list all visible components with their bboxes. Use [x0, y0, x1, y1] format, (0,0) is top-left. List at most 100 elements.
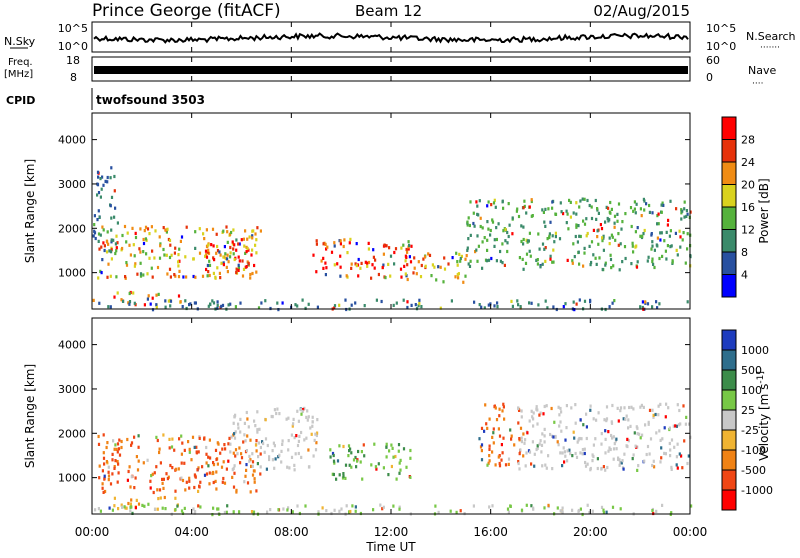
colorbar-tick-label: 500 — [741, 364, 762, 377]
range-cell — [620, 227, 623, 231]
x-tick-label: 12:00 — [374, 525, 409, 539]
range-cell — [669, 448, 672, 452]
range-cell — [680, 217, 683, 221]
range-cell — [604, 220, 607, 224]
range-cell — [259, 465, 262, 469]
range-cell — [405, 465, 408, 469]
range-cell — [273, 408, 276, 412]
range-cell — [553, 420, 556, 424]
range-cell — [372, 255, 375, 259]
range-cell — [255, 439, 258, 443]
range-cell — [214, 448, 218, 452]
range-cell — [486, 248, 489, 252]
range-cell — [144, 225, 148, 229]
range-cell — [216, 244, 219, 249]
range-cell — [208, 263, 212, 267]
range-cell — [586, 198, 589, 203]
range-cell — [215, 232, 218, 236]
range-cell — [168, 267, 172, 271]
range-cell — [556, 440, 559, 444]
range-cell — [158, 235, 161, 239]
nsky-tick-top: 10^5 — [58, 22, 88, 35]
range-cell — [168, 437, 171, 441]
range-cell — [508, 223, 511, 227]
range-cell — [510, 299, 513, 303]
range-cell — [225, 265, 228, 269]
range-cell — [97, 191, 101, 195]
range-cell — [380, 299, 383, 304]
range-cell — [639, 436, 642, 440]
range-cell — [594, 437, 597, 441]
range-cell — [618, 268, 621, 272]
range-cell — [99, 233, 102, 237]
range-cell — [633, 207, 636, 211]
range-cell — [345, 504, 348, 508]
range-cell — [134, 476, 137, 480]
range-cell — [548, 232, 551, 236]
range-cell — [641, 305, 644, 310]
range-cell — [296, 443, 300, 448]
range-cell — [589, 408, 592, 412]
range-cell — [350, 465, 353, 469]
range-cell — [596, 466, 599, 471]
range-cell — [559, 451, 562, 455]
range-cell — [404, 259, 407, 263]
range-cell — [575, 223, 578, 227]
range-cell — [354, 505, 357, 509]
range-cell — [207, 464, 210, 468]
range-cell — [322, 266, 325, 270]
range-cell — [126, 478, 129, 482]
range-cell — [198, 251, 202, 255]
range-cell — [502, 206, 505, 210]
colorbar-tick-label: 20 — [741, 179, 755, 192]
range-cell — [619, 409, 622, 413]
range-cell — [230, 435, 233, 439]
range-cell — [227, 442, 230, 446]
range-cell — [317, 510, 320, 514]
range-cell — [255, 238, 258, 242]
range-cell — [532, 411, 535, 415]
range-cell — [182, 275, 185, 279]
range-cell — [360, 450, 363, 454]
range-cell — [518, 256, 521, 260]
range-cell — [107, 470, 110, 474]
range-cell — [128, 243, 131, 247]
range-cell — [630, 224, 633, 229]
range-cell — [651, 408, 654, 412]
range-cell — [651, 509, 654, 513]
range-cell — [397, 443, 401, 447]
range-cell — [405, 247, 408, 252]
range-cell — [468, 223, 471, 228]
range-cell — [488, 505, 491, 509]
range-cell — [235, 248, 238, 252]
range-cell — [525, 211, 528, 215]
range-cell — [650, 247, 653, 251]
range-cell — [565, 426, 568, 430]
range-cell — [467, 237, 470, 241]
range-cell — [665, 230, 668, 234]
range-cell — [296, 504, 299, 508]
range-cell — [613, 221, 616, 225]
range-cell — [636, 468, 639, 472]
range-cell — [608, 242, 611, 246]
range-cell — [579, 418, 582, 422]
range-cell — [237, 426, 240, 430]
range-cell — [601, 239, 604, 243]
range-cell — [466, 220, 469, 224]
range-cell — [351, 504, 354, 508]
range-cell — [129, 505, 132, 509]
range-cell — [192, 274, 195, 279]
range-cell — [509, 504, 512, 508]
range-cell — [220, 465, 224, 469]
range-cell — [253, 263, 256, 268]
range-cell — [129, 502, 132, 506]
range-cell — [188, 447, 191, 451]
range-cell — [418, 302, 421, 306]
range-cell — [205, 452, 208, 456]
range-cell — [488, 444, 491, 448]
range-cell — [608, 446, 611, 450]
colorbar-swatch — [722, 162, 736, 185]
range-cell — [577, 508, 581, 513]
range-cell — [181, 511, 185, 515]
range-cell — [465, 254, 468, 258]
